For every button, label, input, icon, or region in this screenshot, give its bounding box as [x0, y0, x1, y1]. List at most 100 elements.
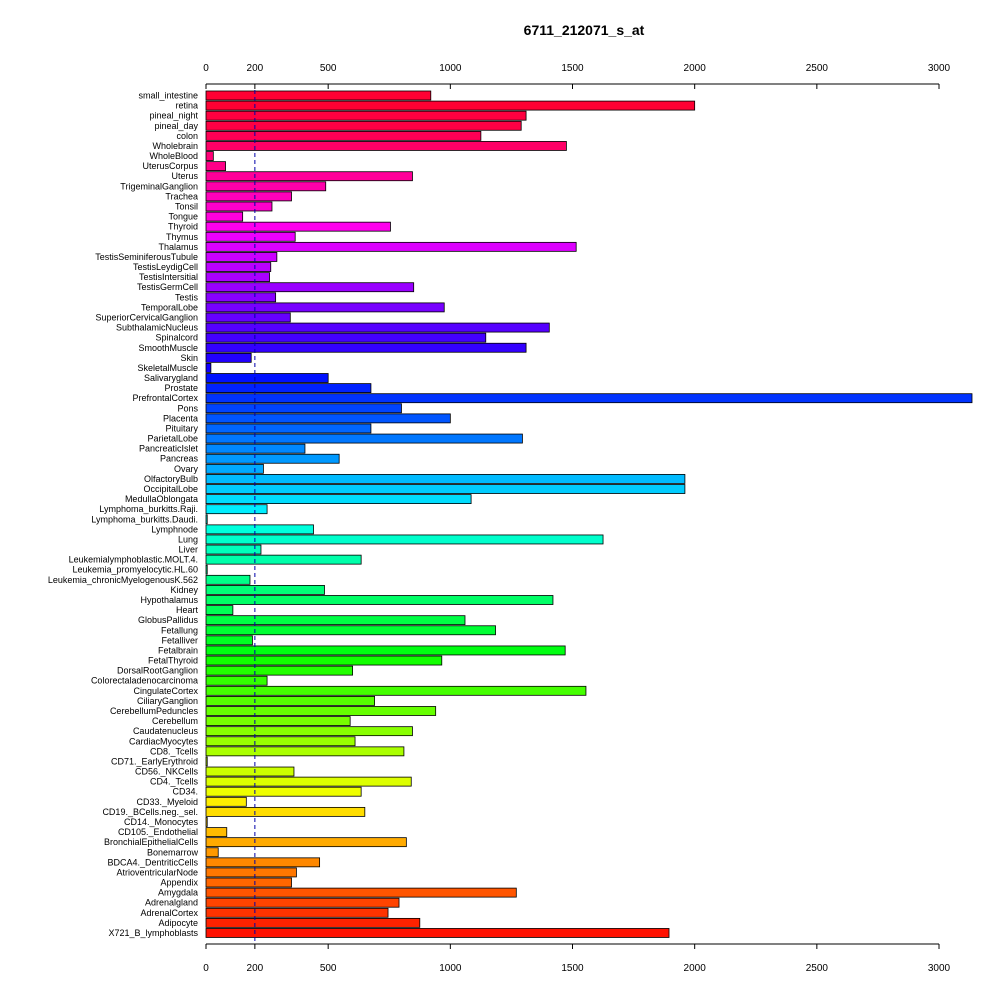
- category-label: WholeBlood: [149, 151, 198, 161]
- bar: [205, 928, 670, 938]
- bottom-tick-label: 2500: [806, 963, 829, 974]
- bar: [205, 120, 522, 131]
- bar: [205, 413, 451, 424]
- category-label: Trachea: [165, 191, 198, 201]
- category-label: X721_B_lymphoblasts: [108, 928, 198, 938]
- top-tick-label: 1000: [439, 63, 462, 74]
- bottom-tick-label: 0: [203, 963, 209, 974]
- bar: [205, 373, 329, 383]
- category-label: BronchialEpithelialCells: [104, 837, 199, 847]
- category-label: Appendix: [160, 878, 198, 888]
- bar: [205, 302, 445, 313]
- category-label: Adipocyte: [158, 918, 198, 928]
- category-label: Ovary: [174, 464, 199, 474]
- bar: [205, 90, 432, 101]
- bar: [205, 887, 517, 898]
- bar: [205, 605, 234, 615]
- top-tick-label: 500: [320, 63, 337, 74]
- bar: [205, 574, 251, 585]
- category-label: TestisGermCell: [137, 282, 198, 292]
- bar: [205, 554, 362, 565]
- bar: [205, 685, 587, 696]
- bar: [205, 151, 214, 161]
- category-label: PancreaticIslet: [139, 444, 199, 454]
- category-label: Salivarygland: [144, 373, 198, 383]
- category-label: CD105._Endothelial: [118, 827, 198, 837]
- category-label: small_intestine: [138, 91, 198, 101]
- category-label: ParietalLobe: [147, 434, 198, 444]
- category-label: FetalThyroid: [148, 656, 198, 666]
- category-label: CD4._Tcells: [150, 777, 199, 787]
- category-label: Leukemia_promyelocytic.HL.60: [72, 565, 198, 575]
- category-label: Uterus: [171, 171, 198, 181]
- bar: [205, 877, 292, 888]
- category-label: UterusCorpus: [142, 161, 198, 171]
- category-label: SkeletalMuscle: [137, 363, 198, 373]
- category-label: CardiacMyocytes: [129, 736, 199, 746]
- category-label: OlfactoryBulb: [144, 474, 198, 484]
- bar: [205, 635, 253, 646]
- bar: [205, 322, 550, 333]
- category-label: Pons: [177, 403, 198, 413]
- bar: [205, 514, 208, 525]
- top-tick-label: 2000: [684, 63, 707, 74]
- bar: [205, 675, 268, 686]
- category-label: SubthalamicNucleus: [116, 323, 199, 333]
- bottom-tick-label: 2000: [684, 963, 707, 974]
- bar: [205, 241, 577, 252]
- category-label: Cerebellum: [152, 716, 198, 726]
- bar: [205, 857, 321, 868]
- bar: [205, 282, 415, 293]
- bar: [205, 817, 208, 827]
- category-label: Amygdala: [158, 888, 198, 898]
- category-label: Caudatenucleus: [133, 726, 199, 736]
- category-label: Liver: [178, 545, 198, 555]
- bar: [205, 100, 696, 111]
- category-label: CerebellumPeduncles: [110, 706, 199, 716]
- category-label: Lymphnode: [151, 524, 198, 534]
- bar: [205, 191, 292, 202]
- bar: [205, 766, 295, 777]
- bar: [205, 746, 405, 757]
- bar: [205, 786, 362, 797]
- bar: [205, 494, 472, 505]
- bar: [205, 463, 264, 474]
- bar: [205, 907, 389, 918]
- bottom-tick-label: 500: [320, 963, 337, 974]
- category-label: CD33._Myeloid: [136, 797, 198, 807]
- bar: [205, 806, 366, 817]
- bar: [205, 423, 372, 434]
- bottom-tick-label: 200: [247, 963, 264, 974]
- bar: [205, 696, 375, 706]
- bar: [205, 332, 487, 343]
- category-label: Thymus: [166, 232, 199, 242]
- category-label: Bonemarrow: [147, 847, 199, 857]
- category-label: Pituitary: [165, 423, 198, 433]
- bars: [205, 90, 973, 938]
- bar: [205, 847, 219, 858]
- bar: [205, 655, 443, 666]
- bar: [205, 443, 306, 454]
- bar: [205, 252, 278, 262]
- category-label: TrigeminalGanglion: [120, 181, 198, 191]
- category-label: Colorectaladenocarcinoma: [91, 676, 198, 686]
- category-label: GlobusPallidus: [138, 615, 199, 625]
- category-label: DorsalRootGanglion: [117, 666, 198, 676]
- category-label: Spinalcord: [155, 333, 198, 343]
- category-label: Hypothalamus: [140, 595, 198, 605]
- bar: [205, 736, 356, 747]
- bar: [205, 897, 400, 908]
- category-label: MedullaOblongata: [125, 494, 198, 504]
- category-label: CD14._Monocytes: [124, 817, 199, 827]
- bar: [205, 524, 314, 535]
- bar: [205, 171, 413, 182]
- bar: [205, 262, 272, 272]
- bar: [205, 625, 496, 636]
- bar: [205, 211, 244, 222]
- bar: [205, 534, 604, 545]
- bar: [205, 221, 391, 232]
- category-label: Thyroid: [168, 222, 198, 232]
- bar: [205, 453, 340, 464]
- bar: [205, 342, 527, 353]
- bar: [205, 484, 686, 494]
